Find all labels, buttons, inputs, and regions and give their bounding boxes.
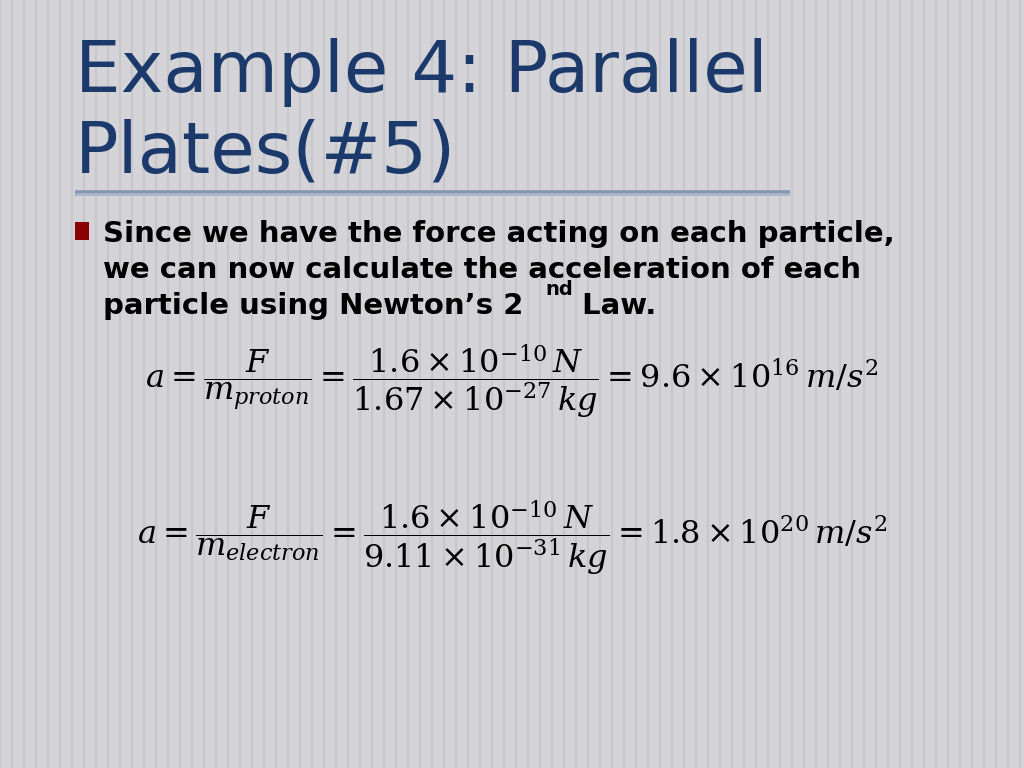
Text: Plates(#5): Plates(#5) (75, 118, 457, 187)
Text: we can now calculate the acceleration of each: we can now calculate the acceleration of… (103, 256, 861, 284)
Text: Law.: Law. (572, 292, 656, 320)
Text: particle using Newton’s 2: particle using Newton’s 2 (103, 292, 523, 320)
Text: $a = \dfrac{F}{m_{proton}} = \dfrac{1.6\times10^{-10}\,N}{1.67\times10^{-27}\,kg: $a = \dfrac{F}{m_{proton}} = \dfrac{1.6\… (145, 343, 879, 421)
Text: Since we have the force acting on each particle,: Since we have the force acting on each p… (103, 220, 895, 248)
Text: Example 4: Parallel: Example 4: Parallel (75, 38, 768, 107)
Text: nd: nd (545, 280, 572, 299)
Bar (75, 222, 89, 240)
Text: $a = \dfrac{F}{m_{electron}} = \dfrac{1.6\times10^{-10}\,N}{9.11\times10^{-31}\,: $a = \dfrac{F}{m_{electron}} = \dfrac{1.… (137, 498, 887, 577)
